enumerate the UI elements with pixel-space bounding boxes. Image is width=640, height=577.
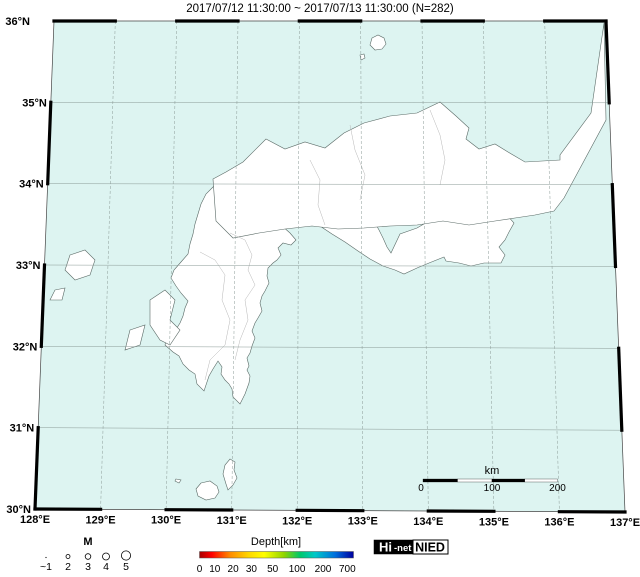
svg-text:4: 4 — [103, 561, 109, 573]
svg-text:34°N: 34°N — [19, 179, 44, 191]
svg-text:100: 100 — [289, 564, 306, 575]
svg-text:36°N: 36°N — [5, 16, 30, 28]
svg-text:5: 5 — [123, 561, 129, 573]
svg-text:129°E: 129°E — [86, 514, 116, 526]
svg-text:200: 200 — [549, 483, 566, 494]
svg-text:10: 10 — [209, 564, 221, 575]
svg-text:3: 3 — [85, 561, 91, 573]
svg-text:50: 50 — [267, 564, 279, 575]
svg-text:135°E: 135°E — [479, 516, 509, 528]
svg-text:136°E: 136°E — [544, 517, 574, 529]
svg-text:-net: -net — [394, 543, 412, 554]
svg-text:2017/07/12 11:30:00 ~ 2017/07/: 2017/07/12 11:30:00 ~ 2017/07/13 11:30:0… — [186, 3, 454, 15]
svg-text:km: km — [485, 465, 500, 477]
svg-text:20: 20 — [228, 564, 240, 575]
svg-text:100: 100 — [484, 483, 501, 494]
svg-text:Depth[km]: Depth[km] — [251, 536, 301, 548]
svg-text:134°E: 134°E — [413, 516, 443, 528]
svg-text:35°N: 35°N — [22, 97, 47, 109]
svg-text:31°N: 31°N — [10, 423, 35, 435]
svg-text:Hi: Hi — [379, 540, 392, 555]
svg-text:~1: ~1 — [40, 561, 52, 573]
svg-text:137°E: 137°E — [610, 517, 640, 529]
svg-text:M: M — [83, 536, 92, 548]
svg-text:32°N: 32°N — [13, 341, 38, 353]
svg-text:0: 0 — [197, 564, 203, 575]
svg-text:200: 200 — [315, 564, 332, 575]
svg-text:131°E: 131°E — [217, 515, 247, 527]
svg-text:NIED: NIED — [415, 541, 445, 555]
svg-text:128°E: 128°E — [20, 514, 50, 526]
svg-text:700: 700 — [339, 564, 356, 575]
svg-text:130°E: 130°E — [151, 515, 181, 527]
svg-text:0: 0 — [418, 483, 424, 494]
svg-text:30: 30 — [246, 564, 258, 575]
svg-text:132°E: 132°E — [282, 515, 312, 527]
svg-text:133°E: 133°E — [348, 516, 378, 528]
svg-text:33°N: 33°N — [16, 260, 41, 272]
svg-text:2: 2 — [65, 561, 71, 573]
